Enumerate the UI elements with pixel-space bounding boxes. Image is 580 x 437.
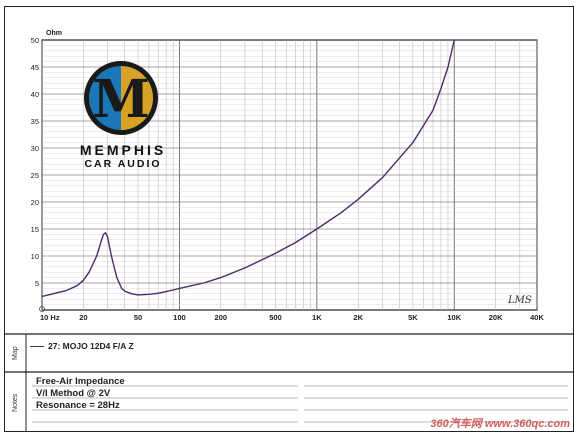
y-tick-label: 30 [31,144,39,153]
notes-side-label: Notes [12,393,19,412]
signature: LMS [507,295,532,306]
x-tick-label: 2K [353,313,363,322]
x-tick-label: 10K [447,313,461,322]
logo-m-glyph: M [92,69,150,130]
series-layer [41,39,455,298]
x-tick-label: 20K [489,313,503,322]
note-line-3: Resonance = 28Hz [36,400,120,411]
notes-rules [32,385,568,423]
origin-marker [39,306,45,312]
legend-label: 27: MOJO 12D4 F/A Z [48,341,134,351]
y-tick-label: 15 [31,225,39,234]
x-tick-label: 20 [79,313,87,322]
note-line-2: V/I Method @ 2V [36,388,111,399]
memphis-logo: M MEMPHIS CAR AUDIO [80,61,166,170]
y-tick-label: 35 [31,117,39,126]
note-line-1: Free-Air Impedance [36,376,125,387]
logo-gold-half [121,66,153,130]
map-side-label: Map [12,346,19,360]
y-tick-label: 40 [31,90,39,99]
y-tick-label: 10 [31,252,39,261]
watermark: 360汽车网 www.360qc.com [430,418,570,430]
logo-brand-line1: MEMPHIS [80,142,166,158]
y-tick-label: 45 [31,63,39,72]
x-tick-label: 500 [269,313,282,322]
y-axis-label: Ohm [46,30,62,37]
series-line [41,39,455,298]
y-tick-label: 20 [31,198,39,207]
legend: 27: MOJO 12D4 F/A Z [30,341,134,351]
x-tick-label: 100 [173,313,186,322]
grid-layer [41,39,538,311]
y-tick-label: 25 [31,171,39,180]
logo-brand-line2: CAR AUDIO [84,158,161,170]
x-tick-label: 10 Hz [40,313,60,322]
legend-swatch [30,345,44,347]
x-tick-label: 200 [215,313,228,322]
y-tick-label: 5 [35,279,39,288]
x-tick-label: 5K [408,313,418,322]
y-tick-label: 50 [31,36,39,45]
x-tick-label: 40K [530,313,544,322]
x-tick-label: 1K [312,313,322,322]
x-tick-label: 50 [134,313,142,322]
axis-layer: 5 10 15 20 25 30 35 40 45 50 10 Hz 20 50 100 200 500 1K 2… [31,36,545,322]
